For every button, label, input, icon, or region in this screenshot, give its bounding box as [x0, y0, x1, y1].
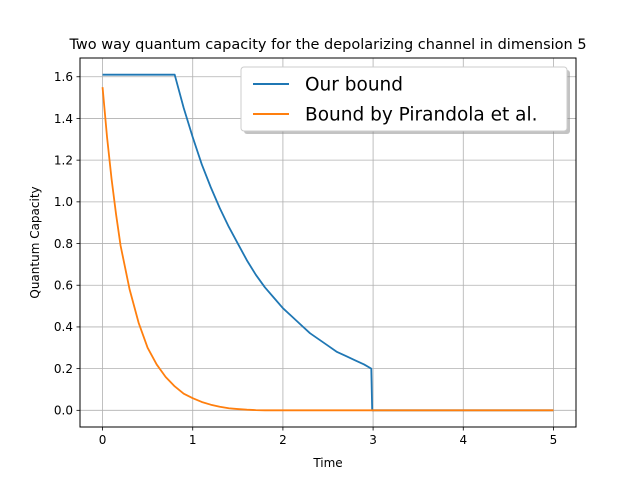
y-tick-label: 0.0 [54, 404, 73, 418]
series-line-our-bound [102, 73, 554, 412]
y-axis-label: Quantum Capacity [28, 186, 42, 298]
legend: Our bound Bound by Pirandola et al. [240, 66, 570, 134]
x-tick-label: 1 [189, 433, 197, 447]
x-axis-label: Time [312, 456, 342, 470]
x-tick-label: 2 [279, 433, 287, 447]
y-tick-label: 0.4 [54, 320, 73, 334]
legend-label-pirandola-bound: Bound by Pirandola et al. [305, 105, 538, 126]
legend-box [240, 66, 568, 132]
y-tick-label: 1.0 [54, 195, 73, 209]
x-tick-label: 4 [459, 433, 467, 447]
y-tick-label: 1.2 [54, 153, 73, 167]
legend-label-our-bound: Our bound [305, 75, 403, 96]
y-tick-label: 0.8 [54, 237, 73, 251]
x-tick-label: 0 [99, 433, 107, 447]
x-tick-label: 5 [550, 433, 558, 447]
y-tick-label: 0.6 [54, 279, 73, 293]
y-tick-label: 0.2 [54, 362, 73, 376]
x-tick-label: 3 [369, 433, 377, 447]
chart-title: Two way quantum capacity for the depolar… [68, 37, 586, 53]
series-line-pirandola-bound [101, 87, 554, 412]
y-tick-label: 1.6 [54, 70, 73, 84]
plot-series [101, 73, 554, 412]
axes-frame [79, 57, 577, 428]
axis-ticks: 0 1 2 3 4 5 0.0 0.2 0.4 0.6 0.8 1.0 1.2 1.4 1.6 [54, 70, 557, 447]
y-tick-label: 1.4 [54, 112, 73, 126]
